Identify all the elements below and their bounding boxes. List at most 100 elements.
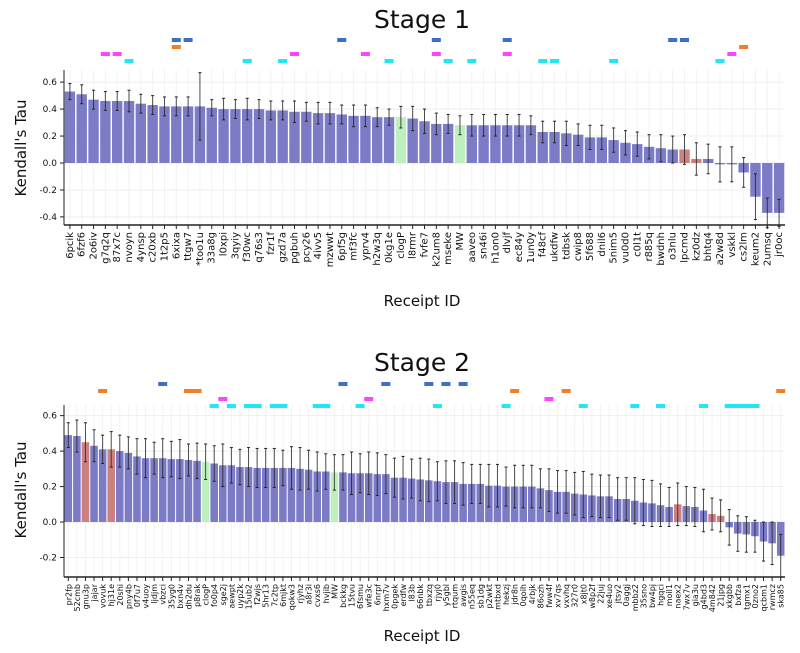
bar-33a8g bbox=[206, 107, 217, 163]
x-tick-label: 6nrpf bbox=[373, 584, 382, 606]
x-tick-label: gia3u bbox=[691, 584, 700, 606]
x-tick-label: p2wkt bbox=[485, 584, 494, 608]
x-tick-label: bw4pj bbox=[648, 584, 657, 608]
x-tick-label: r885q bbox=[644, 232, 655, 262]
x-tick-label: mzwwt bbox=[325, 232, 336, 267]
y-tick-label: 0.4 bbox=[43, 105, 58, 115]
marker-lpcmd bbox=[680, 38, 690, 42]
bar-87x7c bbox=[111, 101, 123, 163]
x-tick-label: xe4uo bbox=[605, 584, 614, 609]
bar-mzwwt bbox=[324, 113, 336, 163]
bar-nvoyn bbox=[123, 101, 135, 163]
x-tick-label: MW bbox=[455, 232, 466, 251]
bar-aaveo bbox=[466, 125, 477, 163]
marker-y5gbl bbox=[441, 382, 451, 386]
bar-qokw3 bbox=[287, 467, 296, 523]
x-tick-label: vxvhq bbox=[562, 584, 571, 608]
bar-7c2tp bbox=[270, 467, 279, 523]
bar-jr0oc bbox=[773, 163, 785, 213]
x-tick-label: 0aggj bbox=[622, 584, 631, 606]
x-tick-label: moil1 bbox=[665, 584, 674, 606]
x-tick-label: xkgbb bbox=[725, 584, 734, 609]
x-tick-label: y5gbl bbox=[442, 584, 451, 606]
marker-hgqci bbox=[656, 404, 666, 408]
x-tick-label: erdfw bbox=[399, 584, 408, 607]
bar-6xixa bbox=[171, 106, 182, 163]
y-tick-label: 0.6 bbox=[43, 412, 58, 422]
x-tick-label: hxm7v bbox=[382, 584, 391, 612]
x-tick-label: 33a8g bbox=[207, 232, 218, 264]
marker-0zno2 bbox=[750, 404, 760, 408]
x-tick-label: dh2du bbox=[184, 584, 193, 609]
y-tick-label: -0.4 bbox=[39, 213, 57, 223]
x-tick-label: 6fsmu bbox=[356, 584, 365, 609]
y-tick-label: 0.2 bbox=[43, 132, 57, 142]
x-tick-label: rjyhz bbox=[296, 584, 305, 604]
x-tick-label: sge2j bbox=[219, 584, 228, 605]
x-tick-label: 4ynsp bbox=[136, 232, 147, 262]
bar-f30wc bbox=[242, 109, 253, 163]
x-tick-label: jr0oc bbox=[774, 232, 785, 258]
x-tick-label: 35sno bbox=[639, 584, 648, 608]
x-tick-label: aewpt bbox=[227, 584, 236, 609]
marker-mbbz2 bbox=[630, 404, 640, 408]
marker-g4bd3 bbox=[698, 404, 708, 408]
x-tick-label: 0pgek bbox=[390, 584, 399, 609]
x-tick-label: hvjib bbox=[322, 584, 331, 603]
x-tick-label: 6mjkt bbox=[279, 584, 288, 607]
marker-f30wc bbox=[242, 59, 252, 63]
x-tick-label: 6pcik bbox=[65, 232, 76, 259]
bar-p8rak bbox=[193, 460, 201, 523]
x-tick-label: mseke bbox=[443, 232, 454, 265]
y-tick-label: 0.2 bbox=[43, 483, 57, 493]
bar-6nrpf bbox=[373, 474, 382, 523]
x-tick-label: vskkl bbox=[727, 232, 738, 258]
x-tick-label: pcy26 bbox=[301, 232, 312, 263]
x-tick-label: MW bbox=[330, 584, 339, 599]
x-tick-label: 7c2tp bbox=[270, 584, 279, 607]
x-tick-label: f30wc bbox=[242, 232, 253, 262]
bar-pgbuh bbox=[289, 111, 300, 163]
stage-2-title: Stage 2 bbox=[374, 348, 470, 377]
bar-15tvu bbox=[347, 473, 356, 523]
marker-bckkg bbox=[338, 382, 348, 386]
marker-bxfza bbox=[733, 404, 743, 408]
x-tick-label: w8p2f bbox=[588, 584, 597, 609]
marker-vovuk bbox=[98, 389, 108, 393]
x-tick-label: g7q2q bbox=[100, 232, 111, 264]
marker-87x7c bbox=[112, 52, 122, 56]
bar-1t2p5 bbox=[159, 106, 170, 163]
bar-15ub2 bbox=[244, 467, 253, 523]
x-tick-label: mbbz2 bbox=[631, 584, 640, 611]
marker-6xixa bbox=[171, 45, 181, 49]
x-tick-label: ukdfw bbox=[550, 232, 561, 262]
x-tick-label: rwmcz bbox=[768, 584, 777, 610]
marker-tgmx1 bbox=[741, 404, 751, 408]
y-tick-label: 0.0 bbox=[43, 159, 58, 169]
marker-cs2lm bbox=[739, 45, 749, 49]
x-tick-label: 35yg0 bbox=[167, 584, 176, 609]
marker-g7q2q bbox=[100, 52, 110, 56]
marker-f2wjs bbox=[252, 404, 262, 408]
x-tick-label: lpcmd bbox=[680, 232, 691, 263]
stage-2-xlabel: Receipt ID bbox=[384, 627, 461, 645]
bar-a8r3i bbox=[304, 469, 313, 523]
bar-h2w3q bbox=[372, 117, 383, 163]
marker-6pf5g bbox=[337, 38, 347, 42]
x-tick-label: bhtq4 bbox=[703, 232, 714, 261]
x-tick-label: 0qoih bbox=[519, 584, 528, 606]
x-tick-label: sb1dg bbox=[476, 584, 485, 609]
x-tick-label: tdbsk bbox=[561, 232, 572, 260]
bar-sge2j bbox=[219, 465, 227, 523]
marker-sge2j bbox=[218, 397, 228, 401]
marker-fww4f bbox=[544, 397, 554, 401]
x-tick-label: vu0d0 bbox=[620, 232, 631, 263]
x-tick-label: fvfe7 bbox=[420, 232, 431, 257]
bar-uyp2k bbox=[236, 467, 244, 523]
bar-dnil6 bbox=[596, 137, 607, 163]
marker-ska85 bbox=[776, 389, 786, 393]
marker-f48cf bbox=[538, 59, 548, 63]
x-tick-label: 21jpg bbox=[717, 584, 726, 607]
bar-dh2du bbox=[184, 459, 193, 523]
